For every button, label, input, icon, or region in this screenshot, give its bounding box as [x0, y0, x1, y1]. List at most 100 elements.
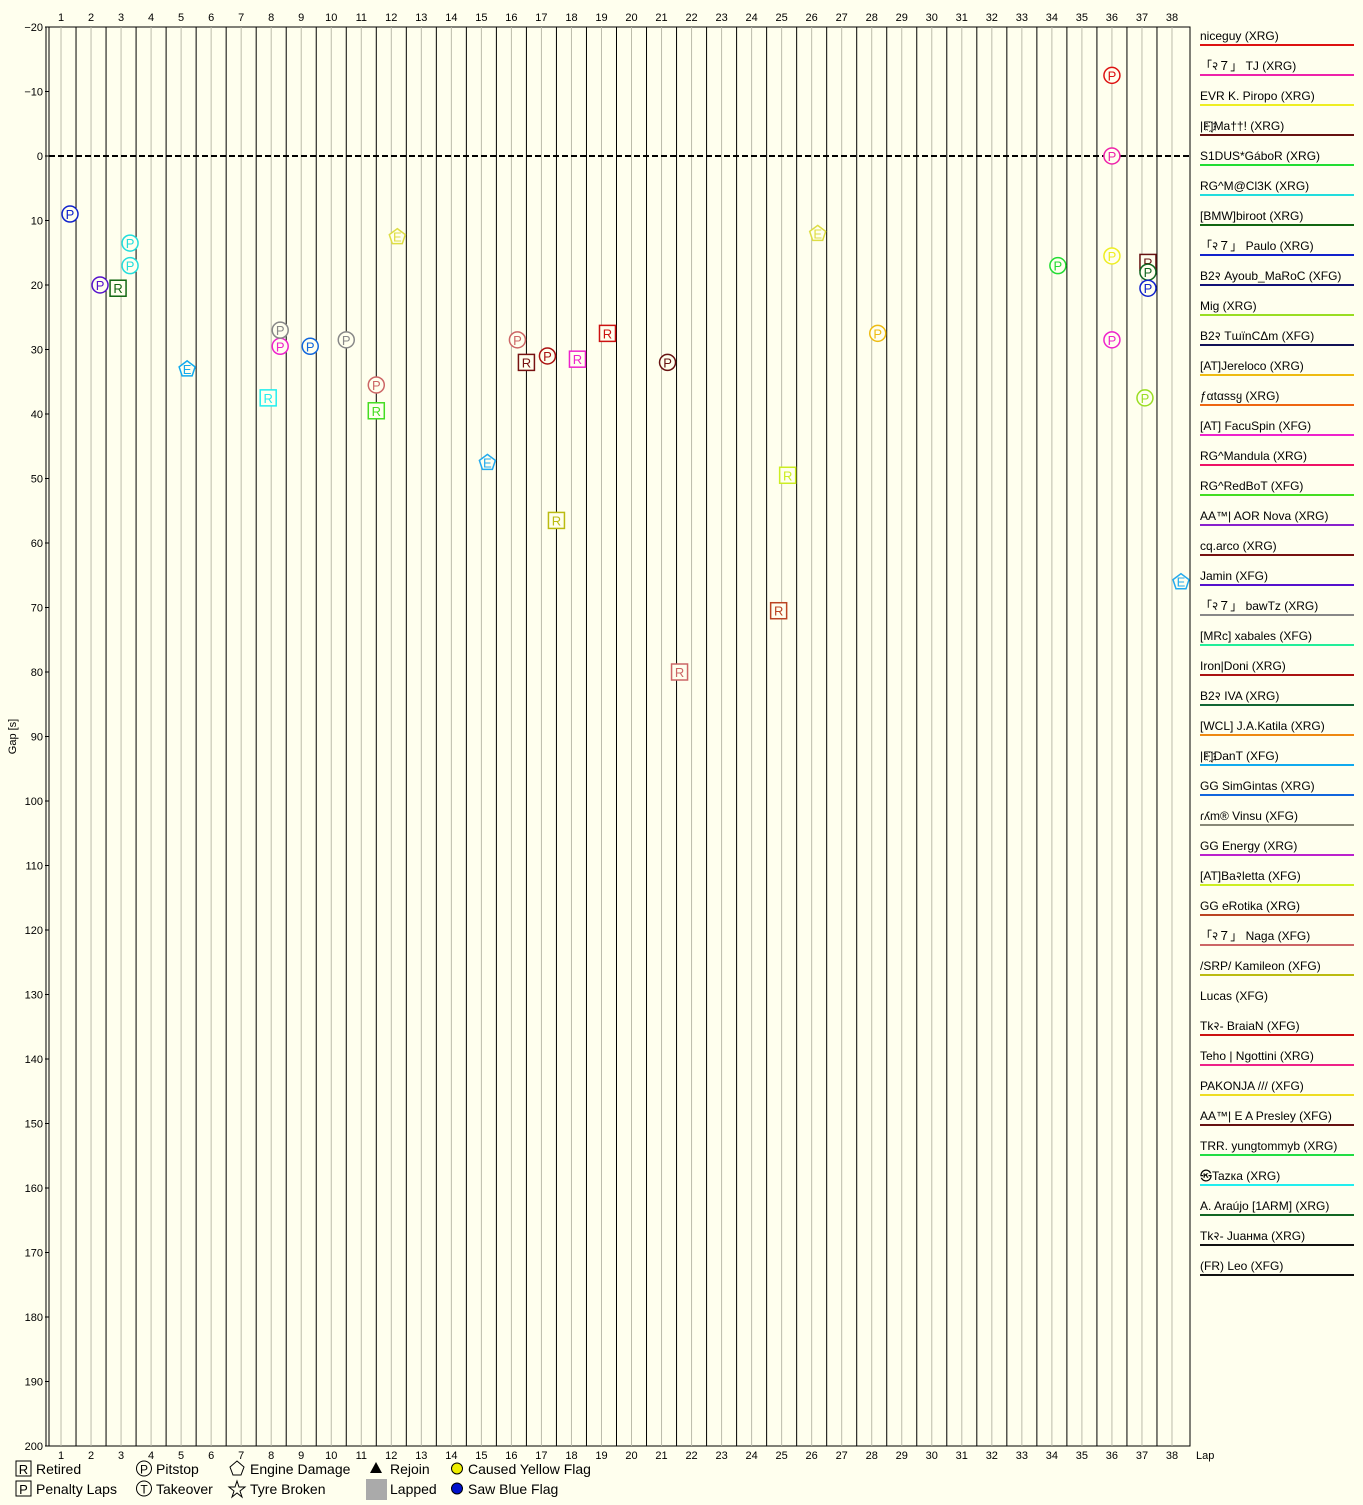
legend-entry-15: RG^Mandula (XRG) — [1200, 449, 1307, 463]
engine-marker-shape — [478, 453, 497, 471]
y-tick-label: 20 — [31, 280, 43, 292]
x-tick-label-top: 5 — [178, 12, 184, 24]
event-marker-label: P — [96, 278, 105, 293]
x-tick-label-bottom: 30 — [926, 1450, 938, 1462]
y-tick-label: 100 — [25, 796, 43, 808]
y-tick-label: −10 — [24, 87, 43, 99]
pitstop-marker-circle — [1103, 247, 1121, 265]
legend-entry-42: (FR) Leo (XFG) — [1200, 1259, 1283, 1273]
x-tick-label-top: 19 — [595, 12, 607, 24]
event-marker-label: E — [813, 226, 822, 241]
event-marker-label: E — [183, 362, 192, 377]
event-marker-label: P — [513, 333, 522, 348]
legend-entry-28: GG Energy (XRG) — [1200, 839, 1297, 853]
legend-entry-3: EVR K. Piropo (XRG) — [1200, 89, 1315, 103]
event-marker-11: P — [337, 331, 356, 349]
engine-marker-shape — [388, 227, 407, 245]
key-label-2: Penalty Laps — [36, 1481, 117, 1497]
x-tick-label-bottom: 3 — [118, 1450, 124, 1462]
pitstop-marker-circle — [538, 347, 557, 365]
legend-entry-13: ƒαtαssყ (XRG) — [1200, 389, 1279, 403]
event-marker-26: P — [1139, 279, 1157, 297]
x-tick-label-bottom: 24 — [745, 1450, 757, 1462]
event-marker-14: R — [259, 389, 277, 407]
event-marker-37: E — [1172, 572, 1190, 590]
y-tick-label: 140 — [25, 1054, 43, 1066]
key-item-7: Rejoin — [370, 1461, 430, 1477]
key-circle-letter: T — [140, 1483, 148, 1497]
legend-entry-33: Lucas (XFG) — [1200, 989, 1268, 1003]
retired-marker-box — [547, 511, 566, 530]
x-tick-label-bottom: 29 — [896, 1450, 908, 1462]
event-marker-label: E — [393, 230, 402, 245]
event-marker-17: P — [538, 347, 557, 365]
x-tick-label-top: 35 — [1076, 12, 1088, 24]
y-axis-label: Gap [s] — [7, 719, 19, 754]
retired-marker-box — [769, 601, 788, 620]
x-tick-label-bottom: 2 — [88, 1450, 94, 1462]
event-marker-label: P — [126, 259, 135, 274]
legend-entry-35: Teho | Ngottini (XRG) — [1200, 1049, 1314, 1063]
x-tick-label-top: 17 — [535, 12, 547, 24]
pitstop-marker-circle — [1136, 389, 1154, 407]
retired-marker-box — [517, 353, 536, 372]
key-square-letter: R — [19, 1462, 28, 1477]
legend-entry-31: 「२７」 Naga (XFG) — [1200, 929, 1310, 943]
x-tick-label-top: 14 — [445, 12, 457, 24]
x-tick-label-top: 11 — [356, 12, 367, 24]
x-tick-label-top: 12 — [385, 12, 397, 24]
event-marker-label: P — [276, 323, 285, 338]
legend-entry-30: GG eRotika (XRG) — [1200, 899, 1300, 913]
x-tick-label-bottom: 23 — [715, 1450, 727, 1462]
key-label-9: Caused Yellow Flag — [468, 1461, 591, 1477]
event-marker-9: P — [301, 337, 319, 356]
event-marker-label: P — [1108, 68, 1117, 83]
legend-entry-37: AA™| E A Presley (XFG) — [1200, 1109, 1332, 1123]
event-marker-34: E — [478, 453, 497, 471]
pitstop-marker-circle — [868, 324, 887, 343]
x-tick-label-bottom: 17 — [535, 1450, 547, 1462]
legend-entry-24: [WCL] J.A.Katila (XRG) — [1200, 719, 1325, 733]
x-tick-label-top: 22 — [685, 12, 697, 24]
key-item-10: Saw Blue Flag — [451, 1481, 558, 1497]
event-marker-label: R — [1143, 255, 1152, 270]
x-tick-label-bottom: 32 — [986, 1450, 998, 1462]
yellow-flag-icon — [451, 1462, 463, 1475]
key-label-1: Retired — [36, 1461, 81, 1477]
legend-entry-25: |F҈|DanT (XFG) — [1200, 749, 1279, 763]
pitstop-marker-circle — [61, 205, 79, 223]
legend-entry-11: B2२ TɯïnCΔm (XFG) — [1200, 329, 1314, 343]
key-circle-letter: P — [140, 1463, 148, 1477]
tyre-broken-icon — [227, 1479, 247, 1499]
y-tick-label: 30 — [31, 345, 43, 357]
event-marker-label: P — [1054, 259, 1063, 274]
y-tick-label: 180 — [25, 1312, 43, 1324]
event-marker-1: P — [1103, 66, 1121, 85]
pitstop-marker-circle — [337, 331, 356, 349]
legend-entry-4: |F҈|Ma††! (XRG) — [1200, 119, 1284, 133]
y-tick-label: 170 — [25, 1248, 43, 1260]
x-tick-label-bottom: 10 — [325, 1450, 337, 1462]
pitstop-marker-circle — [367, 376, 386, 394]
event-marker-label: P — [543, 349, 552, 364]
legend-entry-34: Tk२- BraiaN (XFG) — [1200, 1019, 1300, 1033]
x-tick-label-bottom: 12 — [385, 1450, 397, 1462]
key-circle-icon — [136, 1460, 152, 1477]
x-tick-label-top: 4 — [148, 12, 154, 24]
legend-entry-29: [AT]Ba२letta (XFG) — [1200, 869, 1301, 883]
x-tick-label-top: 33 — [1016, 12, 1028, 24]
key-label-6: Tyre Broken — [250, 1481, 325, 1497]
x-tick-label-bottom: 34 — [1046, 1450, 1058, 1462]
y-tick-label: 190 — [25, 1377, 43, 1389]
x-tick-label-top: 23 — [715, 12, 727, 24]
event-marker-33: E — [178, 359, 197, 377]
y-tick-label: 50 — [31, 474, 43, 486]
retired-marker-box — [367, 402, 386, 420]
x-tick-label-top: 18 — [565, 12, 577, 24]
event-marker-8: P — [271, 337, 289, 356]
pitstop-marker-circle — [658, 353, 677, 372]
key-label-10: Saw Blue Flag — [468, 1481, 558, 1497]
event-marker-16: R — [517, 353, 536, 372]
x-tick-label-top: 7 — [238, 12, 244, 24]
